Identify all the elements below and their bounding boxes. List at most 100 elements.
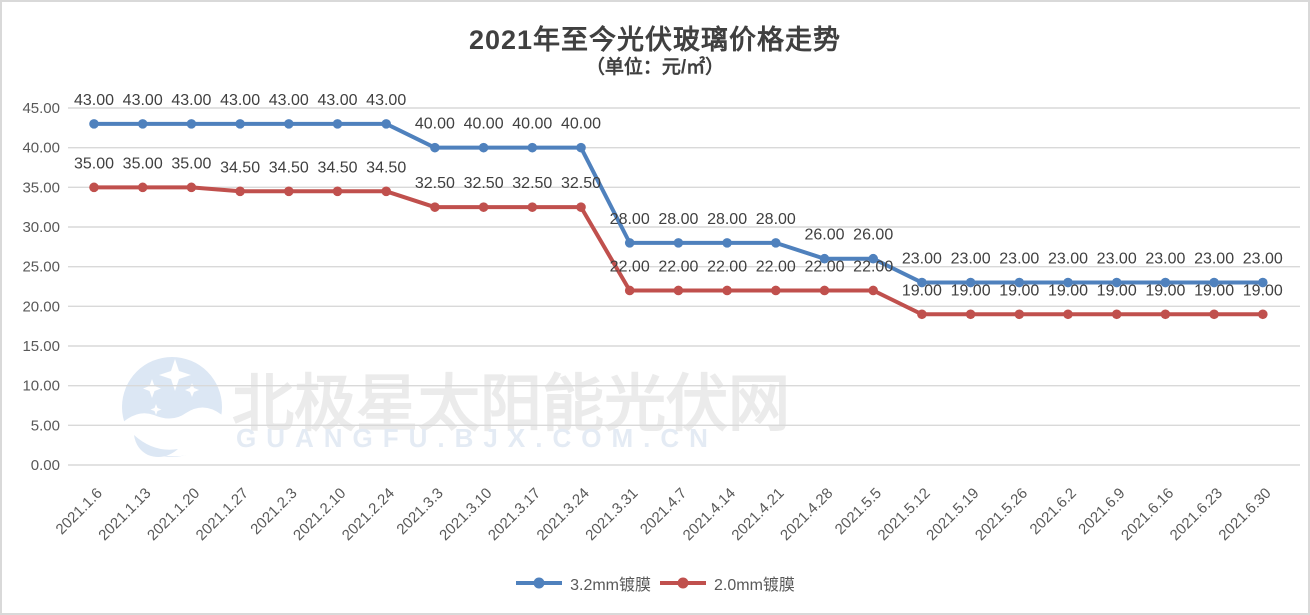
- data-label: 43.00: [220, 92, 260, 109]
- x-axis-tick-label: 2021.3.17: [485, 485, 544, 544]
- x-axis-tick-label: 2021.5.19: [923, 485, 982, 544]
- data-point: [965, 277, 976, 288]
- x-axis-tick-label: 2021.4.14: [680, 485, 739, 544]
- data-point: [284, 186, 294, 197]
- data-point: [868, 285, 878, 296]
- data-point: [89, 182, 99, 193]
- y-axis-tick-label: 30.00: [22, 219, 60, 236]
- y-axis-tick-label: 10.00: [22, 378, 60, 395]
- legend-label: 3.2mm镀膜: [570, 577, 651, 594]
- data-point: [1111, 277, 1122, 288]
- data-point: [235, 119, 245, 129]
- data-point: [1014, 309, 1025, 320]
- data-label: 22.00: [756, 258, 796, 275]
- data-point: [771, 238, 781, 248]
- x-axis-tick-label: 2021.5.12: [875, 485, 934, 544]
- data-point: [722, 238, 732, 248]
- data-label: 23.00: [1194, 251, 1234, 268]
- x-axis-tick-label: 2021.3.31: [582, 485, 641, 544]
- data-point: [917, 277, 927, 288]
- data-label: 35.00: [171, 155, 211, 172]
- x-axis-tick-label: 2021.2.10: [290, 485, 349, 544]
- data-label: 40.00: [415, 116, 455, 133]
- data-label: 22.00: [610, 258, 650, 275]
- data-label: 34.50: [317, 159, 357, 176]
- x-axis-tick-label: 2021.6.23: [1167, 485, 1226, 544]
- data-point: [868, 253, 878, 264]
- data-point: [137, 182, 148, 193]
- data-label: 23.00: [951, 251, 991, 268]
- data-label: 40.00: [464, 116, 504, 133]
- data-label: 19.00: [951, 282, 991, 299]
- data-point: [89, 119, 99, 129]
- data-label: 34.50: [366, 159, 406, 176]
- data-label: 22.00: [804, 258, 844, 275]
- data-point: [235, 186, 245, 197]
- x-axis-tick-label: 2021.6.16: [1118, 485, 1177, 544]
- chart-subtitle: （单位：元/㎡）: [585, 57, 725, 78]
- data-point: [381, 186, 392, 197]
- y-axis-tick-label: 40.00: [22, 140, 60, 157]
- x-axis-tick-label: 2021.5.26: [972, 485, 1031, 544]
- data-label: 28.00: [756, 211, 796, 228]
- data-point: [1209, 309, 1219, 320]
- data-label: 35.00: [74, 155, 114, 172]
- data-label: 28.00: [707, 211, 747, 228]
- legend-item: 2.0mm镀膜: [659, 571, 795, 595]
- data-label: 32.50: [561, 175, 601, 192]
- data-point: [1111, 309, 1122, 320]
- x-axis-tick-label: 2021.2.24: [339, 485, 398, 544]
- data-label: 26.00: [853, 227, 893, 244]
- legend-item: 3.2mm镀膜: [515, 571, 651, 595]
- y-axis-tick-label: 45.00: [22, 100, 60, 117]
- data-point: [430, 202, 440, 212]
- x-axis-tick-label: 2021.6.2: [1027, 485, 1080, 538]
- data-label: 43.00: [123, 92, 163, 109]
- chart-title: 2021年至今光伏玻璃价格走势: [468, 25, 842, 55]
- x-axis-tick-label: 2021.6.30: [1215, 485, 1274, 544]
- data-point: [430, 142, 440, 153]
- chart-legend: 3.2mm镀膜 2.0mm镀膜: [2, 571, 1308, 595]
- data-label: 28.00: [658, 211, 698, 228]
- x-axis-tick-label: 2021.4.28: [777, 485, 836, 544]
- data-point: [1209, 277, 1219, 288]
- legend-marker-icon: [660, 577, 706, 589]
- data-label: 34.50: [269, 159, 309, 176]
- y-axis-tick-label: 35.00: [22, 179, 60, 196]
- data-label: 32.50: [415, 175, 455, 192]
- x-axis-tick-label: 2021.3.10: [436, 485, 495, 544]
- data-label: 43.00: [74, 92, 114, 109]
- data-point: [624, 285, 635, 296]
- data-point: [137, 119, 148, 129]
- legend-marker-icon: [516, 577, 563, 589]
- data-label: 43.00: [317, 92, 357, 109]
- data-label: 22.00: [853, 258, 893, 275]
- data-point: [332, 119, 343, 129]
- data-label: 40.00: [512, 116, 552, 133]
- data-label: 32.50: [512, 175, 552, 192]
- data-label: 19.00: [999, 282, 1039, 299]
- data-point: [478, 202, 489, 212]
- data-point: [819, 285, 830, 296]
- data-point: [1258, 309, 1268, 320]
- data-label: 23.00: [1145, 251, 1185, 268]
- data-point: [722, 285, 732, 296]
- data-label: 19.00: [1097, 282, 1137, 299]
- data-label: 19.00: [1243, 282, 1283, 299]
- data-point: [917, 309, 927, 320]
- data-point: [381, 119, 392, 129]
- data-point: [1014, 277, 1025, 288]
- data-label: 32.50: [464, 175, 504, 192]
- data-point: [819, 253, 830, 264]
- data-point: [965, 309, 976, 320]
- x-axis-tick-label: 2021.1.20: [144, 485, 203, 544]
- data-label: 26.00: [804, 227, 844, 244]
- data-label: 23.00: [1097, 251, 1137, 268]
- y-axis-tick-label: 5.00: [31, 417, 60, 434]
- data-point: [186, 182, 197, 193]
- data-label: 19.00: [902, 282, 942, 299]
- data-point: [186, 119, 197, 129]
- y-axis-tick-label: 0.00: [31, 457, 60, 474]
- data-point: [1160, 277, 1171, 288]
